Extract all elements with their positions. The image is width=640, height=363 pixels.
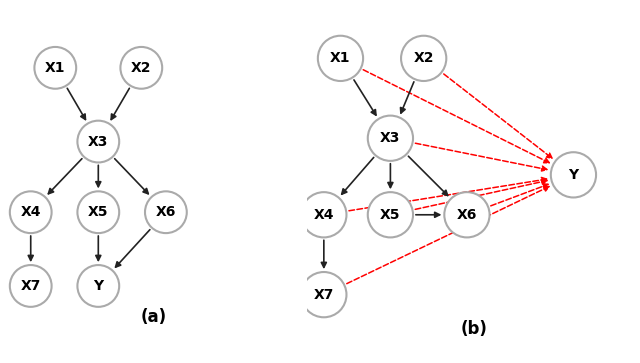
Circle shape — [77, 191, 119, 233]
FancyArrowPatch shape — [28, 236, 33, 260]
FancyArrowPatch shape — [347, 187, 549, 284]
Circle shape — [551, 152, 596, 197]
FancyArrowPatch shape — [111, 88, 129, 119]
FancyArrowPatch shape — [364, 70, 549, 163]
Circle shape — [318, 36, 363, 81]
FancyArrowPatch shape — [96, 165, 101, 187]
Text: (a): (a) — [141, 308, 166, 326]
FancyArrowPatch shape — [342, 158, 374, 194]
Text: Y: Y — [568, 168, 579, 182]
FancyArrowPatch shape — [115, 159, 148, 194]
FancyArrowPatch shape — [388, 164, 393, 188]
Circle shape — [301, 192, 346, 237]
FancyArrowPatch shape — [401, 82, 414, 113]
Text: (b): (b) — [460, 320, 487, 338]
Circle shape — [120, 47, 162, 89]
Text: X7: X7 — [314, 287, 334, 302]
Text: X3: X3 — [88, 135, 109, 148]
FancyArrowPatch shape — [67, 88, 86, 119]
Circle shape — [77, 121, 119, 163]
Text: X1: X1 — [45, 61, 65, 75]
Text: X3: X3 — [380, 131, 401, 145]
Circle shape — [10, 265, 52, 307]
FancyArrowPatch shape — [116, 230, 150, 267]
Text: X6: X6 — [156, 205, 176, 219]
Circle shape — [10, 191, 52, 233]
FancyArrowPatch shape — [354, 80, 376, 115]
FancyArrowPatch shape — [349, 178, 547, 211]
Text: Y: Y — [93, 279, 104, 293]
Text: X5: X5 — [88, 205, 109, 219]
FancyArrowPatch shape — [444, 74, 552, 158]
Text: X2: X2 — [413, 51, 434, 65]
FancyArrowPatch shape — [49, 159, 82, 194]
FancyArrowPatch shape — [408, 156, 447, 196]
FancyArrowPatch shape — [416, 212, 440, 217]
FancyArrowPatch shape — [321, 240, 326, 268]
Circle shape — [368, 115, 413, 161]
Text: X5: X5 — [380, 208, 401, 222]
Text: X2: X2 — [131, 61, 152, 75]
FancyArrowPatch shape — [96, 236, 101, 260]
FancyArrowPatch shape — [415, 179, 547, 209]
Text: X1: X1 — [330, 51, 351, 65]
Circle shape — [301, 272, 346, 317]
Circle shape — [77, 265, 119, 307]
FancyArrowPatch shape — [491, 184, 548, 206]
Circle shape — [444, 192, 490, 237]
Text: X6: X6 — [457, 208, 477, 222]
Circle shape — [368, 192, 413, 237]
Text: X4: X4 — [20, 205, 41, 219]
Circle shape — [401, 36, 446, 81]
FancyArrowPatch shape — [415, 143, 547, 171]
Text: X4: X4 — [314, 208, 334, 222]
Circle shape — [35, 47, 76, 89]
Text: X7: X7 — [20, 279, 41, 293]
Circle shape — [145, 191, 187, 233]
